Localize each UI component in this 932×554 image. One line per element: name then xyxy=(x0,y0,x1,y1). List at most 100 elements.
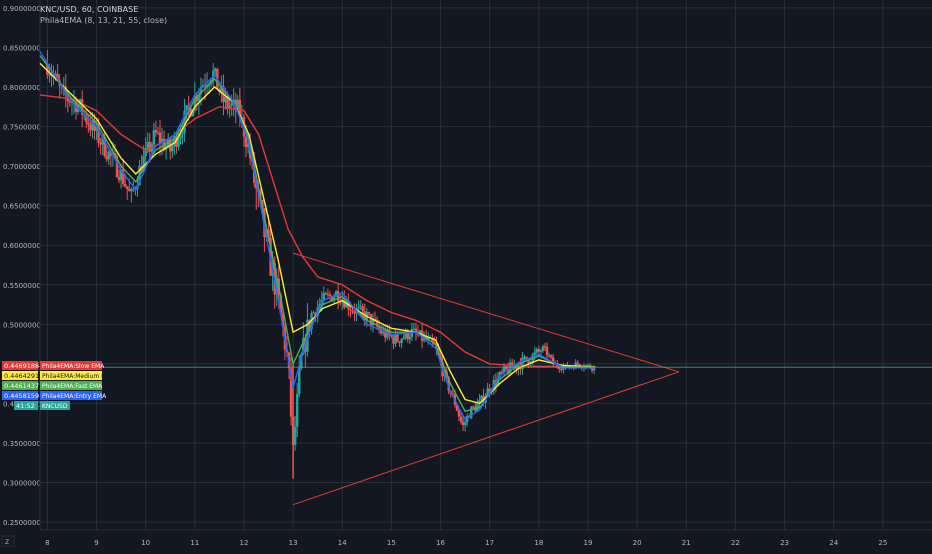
candle-body xyxy=(279,294,283,314)
candle-body xyxy=(465,415,469,423)
candle-body xyxy=(549,355,553,358)
candle-body xyxy=(308,319,311,330)
candle-body xyxy=(576,362,579,365)
y-tick-label: 0.8500000 xyxy=(3,44,41,52)
candle-body xyxy=(412,328,416,330)
candle-body xyxy=(551,357,555,364)
candle-body xyxy=(115,156,119,177)
candle-body xyxy=(150,144,154,152)
candle-body xyxy=(173,136,176,146)
candle-body xyxy=(371,318,375,326)
candle-body xyxy=(302,338,305,355)
candle-body xyxy=(197,94,201,102)
x-tick-label: 11 xyxy=(190,539,199,547)
x-tick-label: 16 xyxy=(436,539,445,547)
candle-body xyxy=(199,87,203,95)
candle-body xyxy=(457,410,461,417)
candle-body xyxy=(146,142,149,148)
candle-body xyxy=(539,351,543,353)
candle-body xyxy=(298,368,301,395)
candle-body xyxy=(488,388,491,393)
candle-body xyxy=(537,348,541,352)
candle-body xyxy=(160,138,164,144)
candle-body xyxy=(123,183,127,187)
candle-body xyxy=(99,142,102,145)
candle-body xyxy=(480,395,483,401)
candle-body xyxy=(506,368,510,374)
candle-body xyxy=(132,188,135,190)
timezone-button[interactable] xyxy=(1,535,15,547)
candle-body xyxy=(586,364,590,366)
y-tick-label: 0.7000000 xyxy=(3,163,41,171)
candle-body xyxy=(369,313,373,326)
candle-body xyxy=(343,299,346,308)
candle-body xyxy=(527,360,530,365)
y-tick-label: 0.5500000 xyxy=(3,282,41,290)
candle-body xyxy=(332,296,336,302)
symbol-title: KNC/USD, 60, COINBASE xyxy=(40,5,139,14)
y-tick-label: 0.6500000 xyxy=(3,203,41,211)
y-tick-label: 0.7500000 xyxy=(3,124,41,132)
candle-body xyxy=(404,330,407,338)
trendline[interactable] xyxy=(292,371,680,506)
candle-body xyxy=(214,68,217,72)
candle-body xyxy=(349,309,352,311)
candle-body xyxy=(547,355,551,357)
candle-body xyxy=(334,291,338,297)
candle-body xyxy=(400,338,403,344)
x-tick-label: 20 xyxy=(633,539,642,547)
candle-body xyxy=(406,330,409,340)
candle-body xyxy=(330,295,334,302)
candle-body xyxy=(461,421,465,426)
value-badge-text: 41:52 xyxy=(16,402,35,410)
candle-body xyxy=(375,320,379,327)
x-tick-label: 25 xyxy=(878,539,887,547)
candle-body xyxy=(95,125,98,131)
candle-body xyxy=(230,103,233,106)
y-tick-label: 0.8000000 xyxy=(3,84,41,92)
series-name-text: Phila4EMA:Slow EMA xyxy=(42,363,105,370)
candle-body xyxy=(414,328,418,334)
candle-body xyxy=(236,99,240,111)
candle-body xyxy=(152,130,156,145)
candle-body xyxy=(126,186,129,190)
candle-body xyxy=(590,367,594,371)
candle-body xyxy=(326,294,330,296)
candle-body xyxy=(281,313,285,327)
candle-body xyxy=(144,147,147,157)
series-name-badge xyxy=(40,391,102,400)
candle-body xyxy=(377,326,381,330)
y-tick-label: 0.2500000 xyxy=(3,519,41,527)
candle-body xyxy=(240,117,244,119)
x-tick-label: 13 xyxy=(289,539,298,547)
candle-body xyxy=(558,366,561,369)
candle-body xyxy=(158,132,162,144)
candle-body xyxy=(379,329,383,334)
value-badge xyxy=(2,381,38,390)
candle-body xyxy=(367,311,371,314)
y-tick-label: 0.5000000 xyxy=(3,321,41,329)
trendline[interactable] xyxy=(292,252,680,373)
candle-body xyxy=(472,406,475,408)
candle-body xyxy=(533,352,536,355)
candle-body xyxy=(203,85,207,87)
candle-body xyxy=(191,110,194,117)
candle-body xyxy=(228,105,231,108)
candle-body xyxy=(117,176,121,181)
series-name-badge xyxy=(40,381,102,390)
x-tick-label: 17 xyxy=(485,539,494,547)
candle-body xyxy=(181,132,184,134)
candle-body xyxy=(351,310,354,312)
candle-body xyxy=(119,169,123,181)
candle-body xyxy=(128,189,131,192)
candle-body xyxy=(224,96,227,103)
y-tick-label: 0.3000000 xyxy=(3,480,41,488)
candle-body xyxy=(171,145,174,152)
value-badge-text: 0.4458159 xyxy=(4,392,39,400)
candle-body xyxy=(101,136,104,145)
candle-body xyxy=(177,138,180,147)
value-badge xyxy=(2,361,38,370)
x-tick-label: 10 xyxy=(141,539,150,547)
